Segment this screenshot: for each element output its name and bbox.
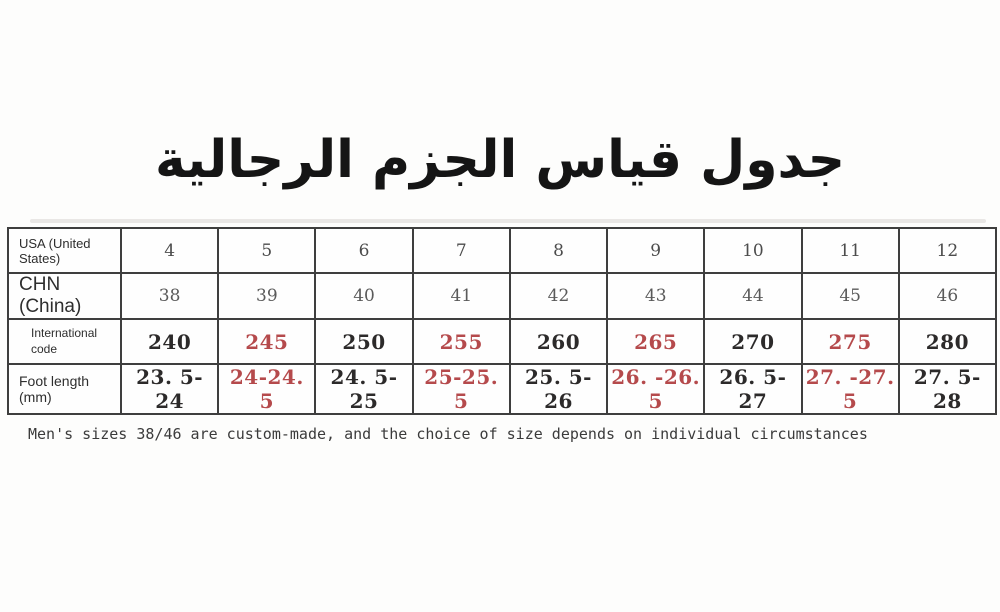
footnote: Men's sizes 38/46 are custom-made, and t… — [28, 425, 868, 443]
table-cell: 10 — [703, 227, 803, 274]
table-cell: 7 — [411, 227, 511, 274]
table-cell: 245 — [217, 318, 317, 365]
table-cell: 12 — [897, 227, 998, 274]
table-cell: 40 — [314, 272, 414, 320]
table-cell: 39 — [217, 272, 317, 320]
table-cell: 6 — [314, 227, 414, 274]
row-header-chn: CHN (China) — [7, 272, 122, 320]
table-cell: 250 — [314, 318, 414, 365]
row-header-foot-length: Foot length (mm) — [7, 363, 122, 415]
row-header-usa: USA (United States) — [7, 227, 122, 274]
scan-artifact-line — [30, 219, 986, 223]
table-cell: 41 — [411, 272, 511, 320]
table-cell: 44 — [703, 272, 803, 320]
table-cell: 270 — [703, 318, 803, 365]
table-cell: 43 — [606, 272, 706, 320]
table-cell: 27. -27. 5 — [800, 363, 900, 415]
table-cell: 8 — [508, 227, 609, 274]
table-cell: 260 — [508, 318, 609, 365]
table-cell: 9 — [606, 227, 706, 274]
table-cell: 24. 5-25 — [314, 363, 414, 415]
table-cell: 42 — [508, 272, 609, 320]
table-cell: 255 — [411, 318, 511, 365]
table-cell: 265 — [606, 318, 706, 365]
table-row-chn: CHN (China) 38 39 40 41 42 43 44 45 46 — [7, 272, 998, 320]
table-cell: 11 — [800, 227, 900, 274]
table-cell: 5 — [217, 227, 317, 274]
table-cell: 46 — [897, 272, 998, 320]
table-cell: 24-24. 5 — [217, 363, 317, 415]
table-cell: 23. 5-24 — [119, 363, 220, 415]
table-cell: 45 — [800, 272, 900, 320]
table-row-usa: USA (United States) 4 5 6 7 8 9 10 11 12 — [7, 227, 998, 274]
table-cell: 25-25. 5 — [411, 363, 511, 415]
table-cell: 280 — [897, 318, 998, 365]
table-cell: 38 — [119, 272, 220, 320]
table-cell: 26. -26. 5 — [606, 363, 706, 415]
table-row-international-code: International code 240 245 250 255 260 2… — [7, 318, 998, 365]
chart-title: جدول قياس الجزم الرجالية — [154, 130, 846, 190]
size-chart-table: USA (United States) 4 5 6 7 8 9 10 11 12… — [7, 227, 998, 415]
row-header-international-code: International code — [7, 318, 122, 365]
table-cell: 240 — [119, 318, 220, 365]
table-cell: 275 — [800, 318, 900, 365]
table-cell: 25. 5-26 — [508, 363, 609, 415]
table-cell: 4 — [119, 227, 220, 274]
table-cell: 26. 5-27 — [703, 363, 803, 415]
table-row-foot-length: Foot length (mm) 23. 5-24 24-24. 5 24. 5… — [7, 363, 998, 415]
table-cell: 27. 5-28 — [897, 363, 998, 415]
